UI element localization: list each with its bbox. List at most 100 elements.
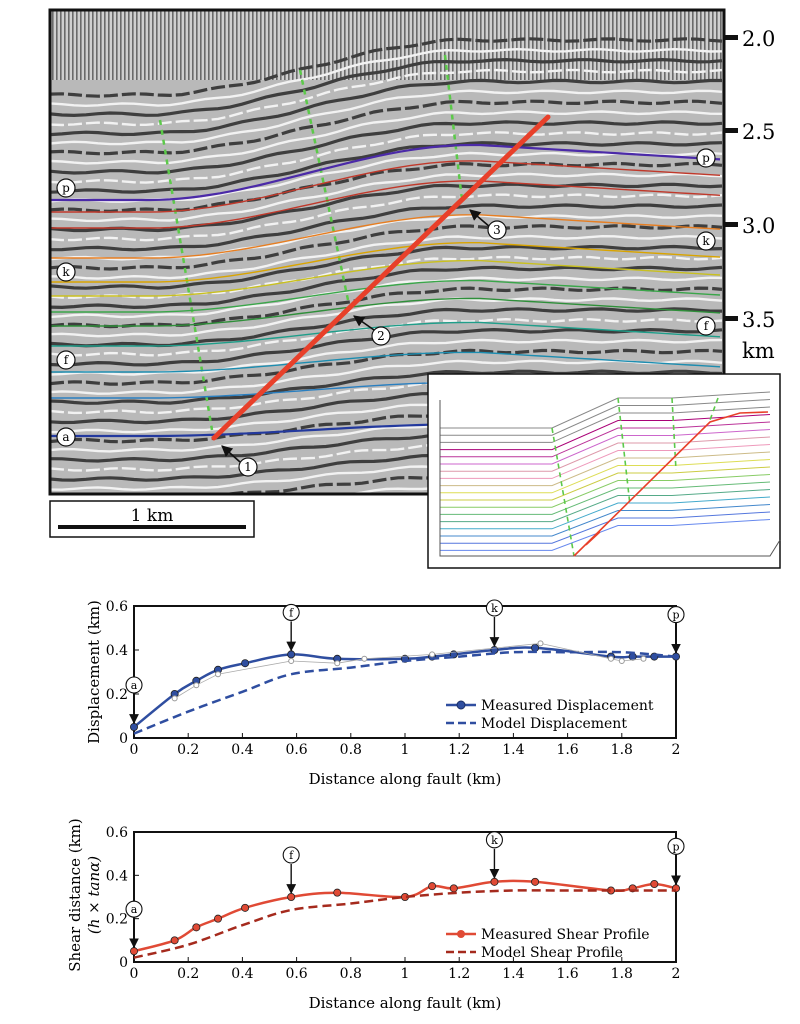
inset-axial-surface — [551, 427, 575, 557]
interpreted-horizons — [50, 143, 721, 440]
seismic-reflector — [50, 297, 723, 338]
horizon-marker-k-left: k — [56, 262, 76, 282]
depth-tick — [724, 35, 738, 40]
inset-horizon — [440, 414, 771, 451]
seismic-reflector — [50, 99, 723, 156]
series-line-1 — [133, 650, 677, 735]
inset-base — [440, 539, 781, 557]
seismic-reflector — [50, 276, 723, 319]
x-tick-label: 1.4 — [502, 742, 524, 758]
horizon-marker-label: f — [704, 319, 710, 333]
x-tick-label: 0 — [130, 742, 139, 758]
x-tick-label: 2 — [672, 742, 681, 758]
y-tick-label: 0.4 — [106, 868, 128, 884]
x-tick-label: 0.4 — [231, 742, 253, 758]
interpreted-horizon — [50, 180, 721, 229]
x-tick-label: 0.2 — [177, 742, 199, 758]
seismic-reflector — [50, 255, 723, 300]
legend-entry: Model Displacement — [481, 716, 627, 732]
x-tick-label: 0.6 — [285, 966, 307, 982]
inset-horizon — [440, 451, 771, 487]
annotation-label: a — [131, 903, 138, 916]
fault-point-label: 3 — [493, 223, 501, 237]
depth-unit: km — [742, 339, 775, 363]
raw-data-point — [537, 640, 544, 647]
seismic-reflector — [50, 369, 723, 405]
annotation-marker — [125, 900, 143, 918]
inset-horizon — [440, 504, 771, 537]
inset-horizon — [440, 474, 771, 508]
seismic-noise-zone — [50, 10, 724, 80]
annotation-label: f — [289, 606, 294, 619]
seismic-reflector — [50, 172, 723, 223]
annotation-label: f — [289, 849, 294, 862]
seismic-reflector — [50, 37, 723, 98]
depth-tick — [724, 128, 738, 133]
shear-y-axis-subtitle: (h × tanα) — [85, 856, 103, 934]
legend-entry: Model Shear Profile — [481, 945, 623, 961]
data-point — [287, 650, 296, 659]
x-tick-label: 1.4 — [502, 966, 524, 982]
y-tick-label: 0.2 — [106, 687, 128, 703]
x-tick-label: 1.8 — [611, 742, 633, 758]
shear-legend: Measured Shear Profile Model Shear Profi… — [446, 927, 650, 961]
raw-data-point — [429, 651, 436, 658]
shear-y-axis-title: Shear distance (km) — [66, 818, 84, 972]
data-point — [214, 914, 223, 923]
fault-point-1: 1 — [221, 445, 258, 477]
model-inset-slip-arrow — [585, 531, 601, 546]
fault-trace — [211, 114, 551, 441]
shear-plot-area: 0 0.2 0.4 0.6 0.8 1 1.2 1.4 1.6 1.8 2 0 0.2 0.4 0.6 a f k… — [106, 825, 685, 982]
seismic-reflector — [50, 234, 723, 280]
displacement-legend: Measured Displacement Model Displacement — [446, 698, 654, 732]
seismic-reflector — [50, 141, 723, 194]
axial-surface — [158, 119, 214, 431]
y-tick-label: 0.4 — [106, 643, 128, 659]
y-tick-label: 0.6 — [106, 599, 128, 615]
horizon-marker-a-left: a — [56, 427, 76, 447]
depth-label: 3.0 — [742, 214, 775, 238]
data-point — [449, 884, 458, 893]
annotation-label: p — [672, 840, 679, 853]
fault-point-3: 3 — [469, 209, 507, 240]
annotation-label: p — [672, 609, 679, 622]
x-tick-label: 0 — [130, 966, 139, 982]
data-point — [241, 903, 250, 912]
data-point — [531, 877, 540, 886]
inset-horizon — [440, 519, 771, 551]
x-tick-label: 0.6 — [285, 742, 307, 758]
data-point — [628, 652, 637, 661]
horizon-marker-p-left: p — [56, 178, 76, 198]
horizon-marker-f-right: f — [696, 316, 716, 336]
fault-point-label: 2 — [377, 329, 385, 343]
fault-point-label: 1 — [244, 460, 252, 474]
horizon-marker-p-right: p — [696, 148, 716, 168]
scale-bar: 1 km — [49, 500, 255, 538]
inset-horizon — [440, 481, 771, 515]
fault-point-2: 2 — [353, 315, 391, 346]
raw-data-point — [193, 682, 200, 689]
annotation-marker — [282, 846, 300, 864]
annotation-marker — [485, 831, 503, 849]
shear-x-axis-title: Distance along fault (km) — [309, 994, 502, 1012]
depth-tick — [724, 316, 738, 321]
inset-horizon — [440, 399, 771, 436]
model-inset-fault — [573, 411, 769, 557]
horizon-marker-k-right: k — [696, 231, 716, 251]
annotation-label: k — [491, 834, 498, 847]
interpreted-horizon — [50, 259, 721, 297]
x-tick-label: 1 — [401, 742, 410, 758]
horizon-marker-label: k — [62, 265, 70, 279]
model-inset-horizons — [439, 391, 781, 557]
interpreted-horizon — [50, 160, 721, 213]
x-tick-label: 0.8 — [340, 966, 362, 982]
scale-bar-label: 1 km — [131, 506, 174, 526]
annotation-marker — [282, 603, 300, 621]
data-point — [531, 643, 540, 652]
seismic-reflector — [50, 161, 723, 213]
horizon-marker-label: f — [64, 353, 70, 367]
x-tick-label: 1.8 — [611, 966, 633, 982]
seismic-reflector — [50, 120, 723, 175]
x-tick-label: 1.6 — [556, 742, 578, 758]
